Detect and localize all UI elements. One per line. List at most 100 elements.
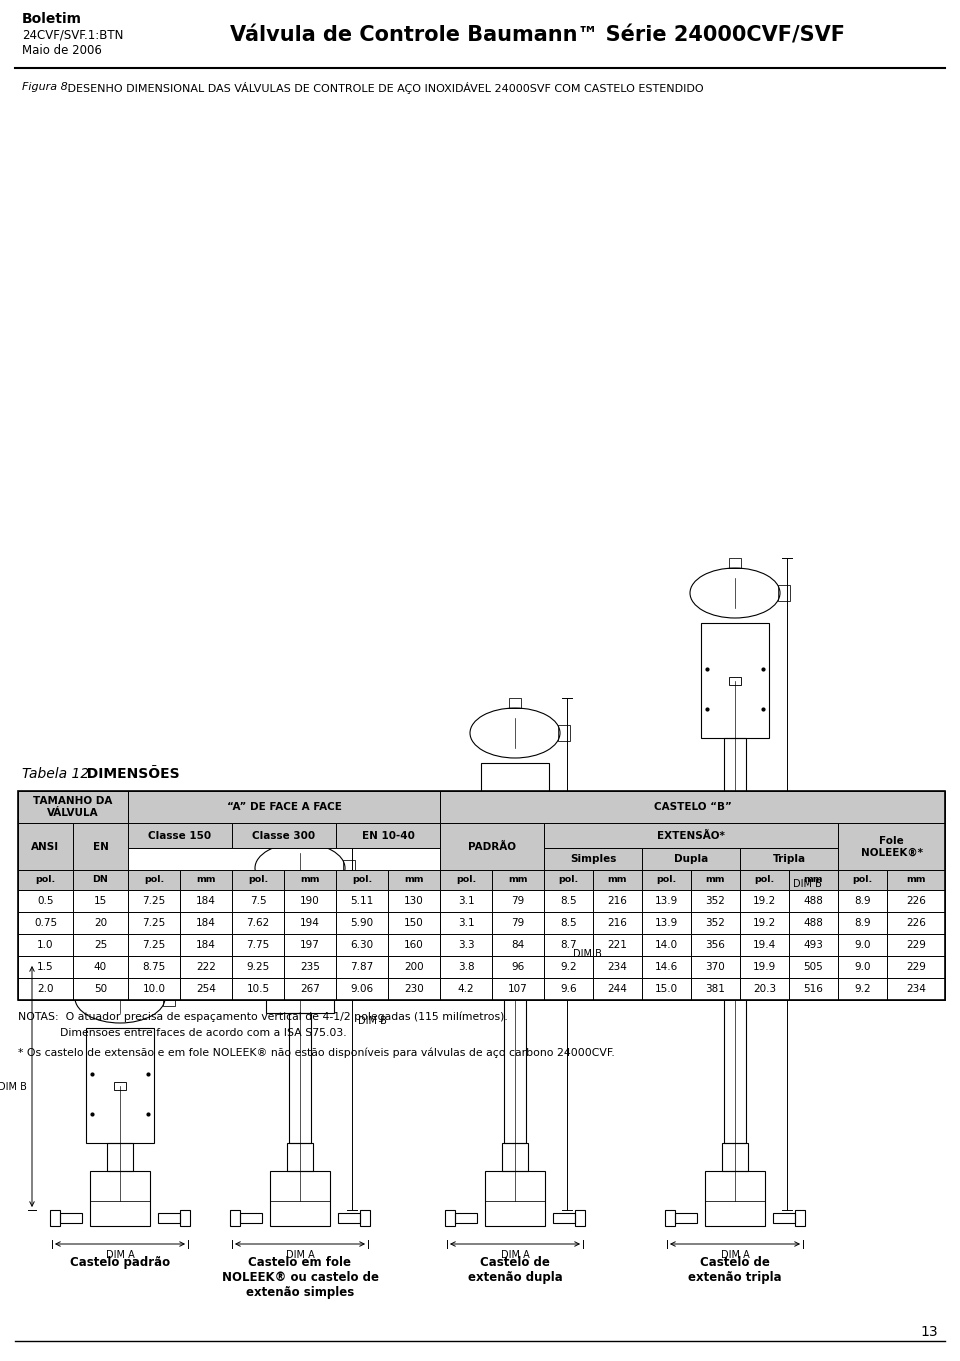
- Text: 19.4: 19.4: [753, 940, 776, 950]
- Bar: [73, 823, 128, 870]
- Bar: [336, 934, 388, 955]
- Bar: [114, 1082, 126, 1090]
- Text: 184: 184: [196, 919, 216, 928]
- Text: pol.: pol.: [456, 875, 476, 885]
- Bar: [642, 848, 740, 870]
- Bar: [502, 1143, 528, 1170]
- Bar: [558, 725, 570, 740]
- Text: pol.: pol.: [248, 875, 268, 885]
- Bar: [180, 934, 232, 955]
- Text: pol.: pol.: [36, 875, 56, 885]
- Bar: [180, 890, 232, 912]
- Bar: [492, 979, 544, 1000]
- Text: 19.2: 19.2: [753, 896, 776, 906]
- Bar: [73, 934, 128, 955]
- Bar: [789, 912, 838, 934]
- Bar: [740, 955, 789, 979]
- Bar: [73, 870, 128, 890]
- Text: 19.9: 19.9: [753, 962, 776, 972]
- Text: 356: 356: [706, 940, 726, 950]
- Text: 14.6: 14.6: [655, 962, 678, 972]
- Text: 20.3: 20.3: [753, 984, 776, 994]
- Text: 235: 235: [300, 962, 320, 972]
- Bar: [284, 979, 336, 1000]
- Text: 216: 216: [608, 896, 628, 906]
- Text: 7.25: 7.25: [142, 896, 166, 906]
- Bar: [440, 823, 544, 870]
- Bar: [593, 912, 642, 934]
- Text: 200: 200: [404, 962, 423, 972]
- Text: 229: 229: [906, 962, 926, 972]
- Text: Castelo padrão: Castelo padrão: [70, 1256, 170, 1268]
- Bar: [73, 912, 128, 934]
- Text: 7.5: 7.5: [250, 896, 266, 906]
- Bar: [838, 934, 887, 955]
- Text: 9.6: 9.6: [561, 984, 577, 994]
- Bar: [240, 1213, 262, 1224]
- Text: 194: 194: [300, 919, 320, 928]
- Bar: [266, 898, 334, 1013]
- Text: DIM B: DIM B: [573, 949, 602, 960]
- Bar: [343, 860, 355, 876]
- Bar: [575, 1210, 585, 1226]
- Bar: [294, 833, 306, 842]
- Text: 8.9: 8.9: [854, 919, 871, 928]
- Bar: [593, 870, 642, 890]
- Bar: [114, 964, 126, 973]
- Text: “A” DE FACE A FACE: “A” DE FACE A FACE: [227, 802, 342, 813]
- Text: 8.7: 8.7: [561, 940, 577, 950]
- Text: 8.5: 8.5: [561, 919, 577, 928]
- Bar: [73, 955, 128, 979]
- Bar: [107, 1143, 133, 1170]
- Bar: [887, 979, 945, 1000]
- Bar: [481, 764, 549, 878]
- Bar: [553, 1213, 575, 1224]
- Bar: [388, 934, 440, 955]
- Bar: [729, 558, 741, 568]
- Text: 7.75: 7.75: [247, 940, 270, 950]
- Bar: [128, 979, 180, 1000]
- Bar: [593, 979, 642, 1000]
- Text: 370: 370: [706, 962, 726, 972]
- Bar: [789, 934, 838, 955]
- Bar: [544, 823, 838, 848]
- Text: 488: 488: [804, 896, 824, 906]
- Bar: [18, 890, 73, 912]
- Text: 20: 20: [94, 919, 108, 928]
- Text: 96: 96: [512, 962, 524, 972]
- Text: 230: 230: [404, 984, 424, 994]
- Bar: [388, 870, 440, 890]
- Text: 505: 505: [804, 962, 824, 972]
- Text: mm: mm: [804, 875, 824, 885]
- Bar: [778, 585, 790, 602]
- Text: 3.1: 3.1: [458, 919, 474, 928]
- Text: DIM B: DIM B: [793, 879, 822, 889]
- Text: pol.: pol.: [144, 875, 164, 885]
- Text: mm: mm: [196, 875, 216, 885]
- Text: 1.5: 1.5: [37, 962, 54, 972]
- Bar: [338, 1213, 360, 1224]
- Text: 5.90: 5.90: [350, 919, 373, 928]
- Bar: [73, 979, 128, 1000]
- Text: * Os castelo de extensão e em fole NOLEEK® não estão disponíveis para válvulas d: * Os castelo de extensão e em fole NOLEE…: [18, 1048, 614, 1059]
- Text: 2.0: 2.0: [37, 984, 54, 994]
- Bar: [740, 912, 789, 934]
- Bar: [544, 890, 593, 912]
- Text: 221: 221: [608, 940, 628, 950]
- Text: 3.1: 3.1: [458, 896, 474, 906]
- Bar: [544, 912, 593, 934]
- Bar: [789, 979, 838, 1000]
- Text: 8.9: 8.9: [854, 896, 871, 906]
- Text: mm: mm: [608, 875, 627, 885]
- Text: Fole
NOLEEK®*: Fole NOLEEK®*: [860, 836, 923, 857]
- Bar: [691, 890, 740, 912]
- Bar: [795, 1210, 805, 1226]
- Bar: [740, 848, 838, 870]
- Bar: [90, 1170, 150, 1226]
- Text: 0.75: 0.75: [34, 919, 57, 928]
- Bar: [740, 979, 789, 1000]
- Text: 14.0: 14.0: [655, 940, 678, 950]
- Bar: [455, 1213, 477, 1224]
- Text: 9.2: 9.2: [561, 962, 577, 972]
- Bar: [440, 955, 492, 979]
